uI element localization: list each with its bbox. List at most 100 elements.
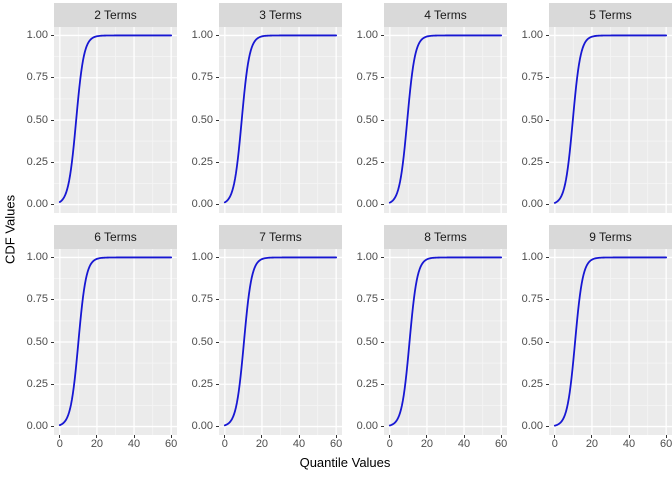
gridlines-major bbox=[54, 27, 177, 213]
facet-strip-label: 3 Terms bbox=[259, 8, 302, 22]
x-tick-label: 40 bbox=[457, 438, 471, 450]
x-tick-mark bbox=[335, 435, 337, 438]
gridlines-major bbox=[219, 249, 342, 435]
facet-3-terms: 3 Terms 0.00 0.25 0.50 0.75 1.00 bbox=[183, 3, 342, 213]
y-tick-mark bbox=[51, 256, 54, 258]
y-axis-title: CDF Values bbox=[2, 194, 18, 264]
facet-strip-label: 5 Terms bbox=[589, 8, 632, 22]
y-tick-mark bbox=[546, 299, 549, 301]
y-tick-label: 0.25 bbox=[26, 155, 48, 168]
x-tick-label: 20 bbox=[90, 438, 104, 450]
y-tick-mark bbox=[216, 119, 219, 121]
facet-6-terms: 6 Terms 0.00 0.25 0.50 0.75 1.00 0 20 40 60 bbox=[18, 225, 177, 452]
facet-grid: 2 Terms 0.00 0.25 0.50 0.75 1.00 3 Terms 0.00 0.… bbox=[18, 3, 672, 452]
facet-strip-label: 4 Terms bbox=[424, 8, 467, 22]
y-tick-label: 0.00 bbox=[26, 198, 48, 211]
y-axis-labels: 0.00 0.25 0.50 0.75 1.00 bbox=[18, 249, 54, 435]
x-tick-label: 20 bbox=[585, 438, 599, 450]
y-tick-label: 0.50 bbox=[521, 113, 543, 126]
x-tick-mark bbox=[426, 435, 428, 438]
y-tick-label: 0.00 bbox=[521, 198, 543, 211]
x-tick-mark bbox=[224, 435, 226, 438]
y-tick-label: 0.75 bbox=[356, 71, 378, 84]
y-tick-label: 0.25 bbox=[356, 377, 378, 390]
y-tick-label: 1.00 bbox=[26, 250, 48, 263]
y-tick-mark bbox=[546, 426, 549, 428]
x-tick-label: 60 bbox=[660, 438, 672, 450]
y-tick-mark bbox=[546, 341, 549, 343]
x-tick-mark bbox=[628, 435, 630, 438]
cdf-curve bbox=[58, 34, 173, 203]
y-tick-mark bbox=[381, 341, 384, 343]
facet-strip-label: 9 Terms bbox=[589, 230, 632, 244]
x-tick-mark bbox=[463, 435, 465, 438]
y-tick-label: 0.25 bbox=[26, 377, 48, 390]
cdf-curve bbox=[223, 256, 338, 427]
x-tick-mark bbox=[665, 435, 667, 438]
x-tick-mark bbox=[591, 435, 593, 438]
facet-panel bbox=[54, 27, 177, 213]
cdf-curve bbox=[388, 34, 503, 204]
x-tick-label: 0 bbox=[551, 438, 558, 450]
y-tick-mark bbox=[216, 204, 219, 206]
x-tick-label: 0 bbox=[386, 438, 393, 450]
gridlines-major bbox=[549, 27, 672, 213]
facet-strip: 3 Terms bbox=[219, 3, 342, 27]
y-tick-mark bbox=[546, 256, 549, 258]
facet-panel bbox=[219, 27, 342, 213]
y-tick-label: 0.00 bbox=[191, 420, 213, 433]
facet-strip: 7 Terms bbox=[219, 225, 342, 249]
x-tick-mark bbox=[261, 435, 263, 438]
y-tick-label: 0.50 bbox=[356, 113, 378, 126]
facet-strip-label: 7 Terms bbox=[259, 230, 302, 244]
y-tick-mark bbox=[381, 77, 384, 79]
facet-9-terms: 9 Terms 0.00 0.25 0.50 0.75 1.00 0 20 40 60 bbox=[513, 225, 672, 452]
y-tick-mark bbox=[216, 341, 219, 343]
y-tick-mark bbox=[51, 299, 54, 301]
y-tick-mark bbox=[216, 256, 219, 258]
x-axis-title: Quantile Values bbox=[299, 455, 391, 470]
facet-panel bbox=[384, 27, 507, 213]
facet-strip: 4 Terms bbox=[384, 3, 507, 27]
y-tick-label: 1.00 bbox=[191, 28, 213, 41]
y-tick-mark bbox=[546, 119, 549, 121]
y-tick-mark bbox=[381, 34, 384, 36]
y-tick-mark bbox=[381, 161, 384, 163]
x-tick-mark bbox=[170, 435, 172, 438]
y-tick-mark bbox=[381, 383, 384, 385]
y-tick-label: 0.75 bbox=[191, 293, 213, 306]
y-tick-label: 0.50 bbox=[521, 335, 543, 348]
facet-8-terms: 8 Terms 0.00 0.25 0.50 0.75 1.00 0 20 40 60 bbox=[348, 225, 507, 452]
y-tick-label: 0.75 bbox=[26, 71, 48, 84]
y-tick-label: 1.00 bbox=[26, 28, 48, 41]
facet-panel bbox=[54, 249, 177, 435]
x-axis-labels: 0 20 40 60 bbox=[219, 435, 342, 452]
y-axis-labels: 0.00 0.25 0.50 0.75 1.00 bbox=[18, 27, 54, 213]
cdf-curve bbox=[58, 256, 173, 427]
cdf-curve bbox=[553, 256, 668, 427]
y-tick-label: 0.50 bbox=[191, 113, 213, 126]
facet-strip-label: 6 Terms bbox=[94, 230, 137, 244]
facet-strip: 8 Terms bbox=[384, 225, 507, 249]
y-tick-label: 0.75 bbox=[521, 293, 543, 306]
y-axis-labels: 0.00 0.25 0.50 0.75 1.00 bbox=[513, 249, 549, 435]
x-tick-mark bbox=[133, 435, 135, 438]
facet-4-terms: 4 Terms 0.00 0.25 0.50 0.75 1.00 bbox=[348, 3, 507, 213]
y-tick-label: 0.00 bbox=[356, 198, 378, 211]
y-axis-labels: 0.00 0.25 0.50 0.75 1.00 bbox=[183, 249, 219, 435]
y-tick-mark bbox=[546, 204, 549, 206]
y-tick-label: 0.25 bbox=[521, 377, 543, 390]
facet-panel bbox=[549, 27, 672, 213]
y-tick-label: 0.00 bbox=[191, 198, 213, 211]
y-tick-label: 1.00 bbox=[356, 250, 378, 263]
facet-strip: 6 Terms bbox=[54, 225, 177, 249]
y-tick-mark bbox=[381, 256, 384, 258]
x-tick-label: 40 bbox=[127, 438, 141, 450]
y-tick-label: 1.00 bbox=[356, 28, 378, 41]
y-tick-mark bbox=[51, 34, 54, 36]
y-tick-mark bbox=[51, 341, 54, 343]
cdf-curve bbox=[223, 34, 338, 204]
x-axis-labels: 0 20 40 60 bbox=[54, 435, 177, 452]
cdf-curve bbox=[388, 256, 503, 427]
x-tick-mark bbox=[96, 435, 98, 438]
